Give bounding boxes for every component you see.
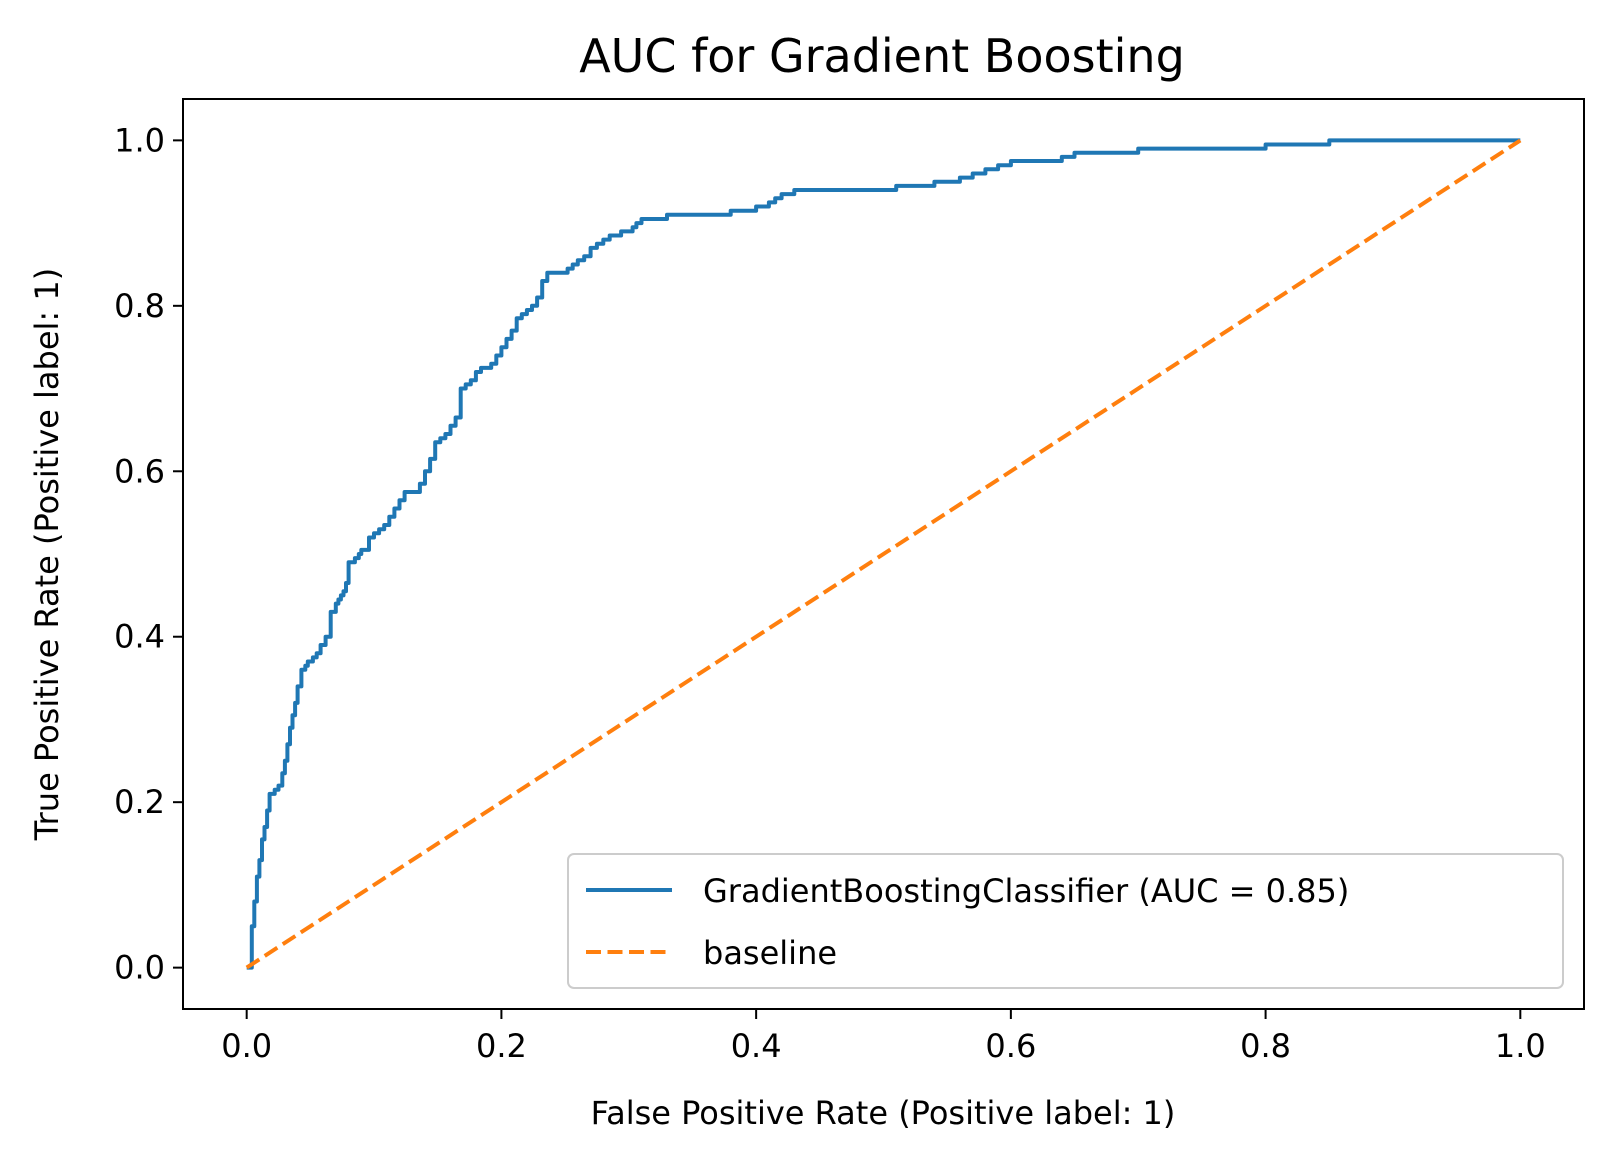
y-tick-label: 1.0 xyxy=(114,121,165,159)
legend-label-baseline: baseline xyxy=(703,934,837,972)
legend-label-roc: GradientBoostingClassifier (AUC = 0.85) xyxy=(703,872,1349,910)
legend: GradientBoostingClassifier (AUC = 0.85) … xyxy=(567,853,1564,989)
chart-title: AUC for Gradient Boosting xyxy=(579,29,1185,83)
y-tick-label: 0.8 xyxy=(114,287,165,325)
y-tick-label: 0.4 xyxy=(114,618,165,656)
y-tick-label: 0.6 xyxy=(114,452,165,490)
x-tick-label: 0.6 xyxy=(985,1027,1036,1065)
y-axis-ticks: 0.0 0.2 0.4 0.6 0.8 1.0 xyxy=(114,121,183,987)
x-tick-label: 0.4 xyxy=(731,1027,782,1065)
y-tick-label: 0.0 xyxy=(114,949,165,987)
plot-area xyxy=(245,138,1522,970)
x-tick-label: 1.0 xyxy=(1495,1027,1546,1065)
roc-curve-line xyxy=(246,138,1521,970)
axes-frame xyxy=(182,98,1585,1010)
x-tick-label: 0.2 xyxy=(476,1027,527,1065)
legend-box xyxy=(567,853,1564,989)
x-axis-ticks: 0.0 0.2 0.4 0.6 0.8 1.0 xyxy=(221,1009,1546,1065)
x-tick-label: 0.8 xyxy=(1240,1027,1291,1065)
x-tick-label: 0.0 xyxy=(221,1027,272,1065)
y-tick-label: 0.2 xyxy=(114,783,165,821)
y-axis-label: True Positive Rate (Positive label: 1) xyxy=(28,268,66,841)
baseline-line xyxy=(245,138,1522,970)
x-axis-label: False Positive Rate (Positive label: 1) xyxy=(591,1094,1176,1132)
